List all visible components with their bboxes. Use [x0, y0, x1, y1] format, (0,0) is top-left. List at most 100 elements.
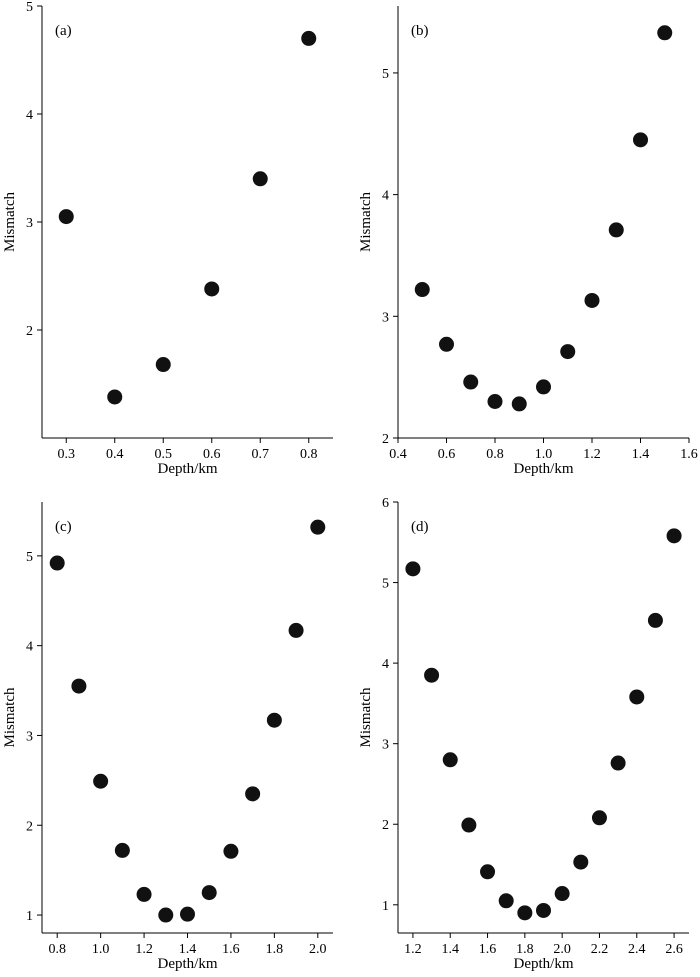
data-point: [591, 810, 607, 826]
x-axis-label: Depth/km: [158, 956, 218, 972]
y-tick-label: 3: [26, 216, 33, 231]
x-tick-label: 0.8: [486, 447, 504, 462]
x-tick-label: 0.3: [58, 447, 76, 462]
data-point: [610, 755, 626, 771]
x-axis-label: Depth/km: [514, 461, 574, 477]
data-point: [155, 357, 171, 373]
y-tick-label: 5: [382, 577, 389, 592]
panel-3: 0.8 1.0 1.2 1.4 1.6 1.8 2.0 1 2 3 4 5 Depth/km Mismat…: [2, 502, 333, 972]
x-tick-label: 2.0: [553, 942, 571, 957]
y-axis-label: Mismatch: [358, 192, 374, 252]
x-tick-label: 1.2: [135, 942, 153, 957]
data-point: [629, 689, 645, 705]
x-axis-label: Depth/km: [514, 956, 574, 972]
y-tick-label: 4: [26, 640, 33, 655]
x-tick-label: 0.5: [155, 447, 173, 462]
y-tick-label: 2: [382, 432, 389, 447]
x-tick-label: 1.4: [632, 447, 650, 462]
y-tick-label: 4: [382, 657, 389, 672]
data-point: [310, 519, 326, 535]
y-axis-label: Mismatch: [2, 192, 18, 252]
data-point: [424, 667, 440, 683]
x-tick-label: 1.2: [404, 942, 422, 957]
panel-2: 0.4 0.6 0.8 1.0 1.2 1.4 1.6 2 3 4 5 Depth/km Mismatc…: [358, 6, 698, 477]
x-tick-label: 1.2: [583, 447, 601, 462]
y-tick-label: 1: [382, 899, 389, 914]
panel-label: (b): [411, 23, 429, 39]
y-tick-label: 3: [382, 310, 389, 325]
data-point: [608, 222, 624, 238]
x-axis-label: Depth/km: [158, 461, 218, 477]
data-point: [633, 132, 648, 148]
data-point: [93, 773, 109, 789]
y-tick-label: 6: [382, 496, 389, 511]
data-point: [536, 902, 551, 918]
y-tick-label: 3: [382, 738, 389, 753]
data-point: [180, 906, 195, 922]
x-tick-label: 1.8: [516, 942, 534, 957]
data-point: [114, 842, 130, 858]
data-point: [252, 171, 268, 187]
y-tick-label: 5: [382, 67, 389, 82]
data-point: [657, 25, 673, 41]
data-point: [405, 561, 421, 577]
data-point: [288, 622, 304, 638]
y-tick-label: 5: [26, 0, 33, 15]
data-point: [158, 907, 174, 923]
x-tick-label: 1.4: [179, 942, 197, 957]
data-point: [498, 893, 514, 909]
data-point: [461, 817, 477, 833]
data-point: [480, 864, 496, 880]
x-tick-label: 0.4: [106, 447, 124, 462]
y-tick-label: 3: [26, 729, 33, 744]
data-point: [58, 209, 74, 225]
x-tick-label: 0.4: [389, 447, 407, 462]
y-axis-label: Mismatch: [358, 687, 374, 747]
x-tick-label: 0.8: [300, 447, 318, 462]
x-tick-label: 1.4: [441, 942, 459, 957]
data-point: [301, 30, 317, 46]
y-tick-label: 1: [26, 909, 33, 924]
data-point: [487, 393, 503, 409]
y-axis-label: Mismatch: [2, 687, 18, 747]
data-point: [71, 678, 87, 694]
x-tick-label: 2.0: [309, 942, 327, 957]
x-tick-label: 1.0: [92, 942, 110, 957]
data-point: [442, 752, 458, 768]
y-tick-label: 4: [26, 108, 33, 123]
data-point: [554, 886, 570, 902]
data-point: [560, 344, 576, 360]
data-point: [439, 336, 454, 352]
y-tick-label: 2: [382, 818, 389, 833]
data-point: [49, 555, 65, 571]
y-tick-label: 2: [26, 819, 33, 834]
x-tick-label: 1.6: [222, 942, 240, 957]
data-point: [201, 885, 217, 901]
data-point: [204, 281, 220, 297]
x-tick-label: 1.6: [479, 942, 497, 957]
data-point: [517, 905, 533, 921]
y-tick-label: 2: [26, 324, 33, 339]
data-point: [266, 712, 282, 728]
data-point: [223, 843, 239, 859]
data-point: [573, 854, 589, 870]
x-tick-label: 1.8: [266, 942, 284, 957]
panel-label: (d): [411, 519, 429, 535]
data-point: [463, 374, 479, 390]
data-point: [666, 528, 682, 544]
panel-1: 0.3 0.4 0.5 0.6 0.7 0.8 2 3 4 5 Depth/km Mismatch (a…: [2, 0, 333, 477]
data-point: [647, 612, 663, 628]
x-tick-label: 2.4: [628, 942, 646, 957]
x-tick-label: 0.8: [48, 942, 66, 957]
data-point: [584, 292, 600, 308]
panel-label: (a): [55, 23, 72, 39]
data-point: [107, 389, 123, 405]
x-tick-label: 1.6: [680, 447, 698, 462]
x-tick-label: 0.7: [252, 447, 270, 462]
y-tick-label: 5: [26, 550, 33, 565]
data-point: [414, 282, 430, 298]
panel-4: 1.2 1.4 1.6 1.8 2.0 2.2 2.4 2.6 1 2 3 4 5 6 Depth/km Mi…: [358, 496, 689, 972]
y-tick-label: 4: [382, 189, 389, 204]
panel-label: (c): [55, 519, 72, 535]
